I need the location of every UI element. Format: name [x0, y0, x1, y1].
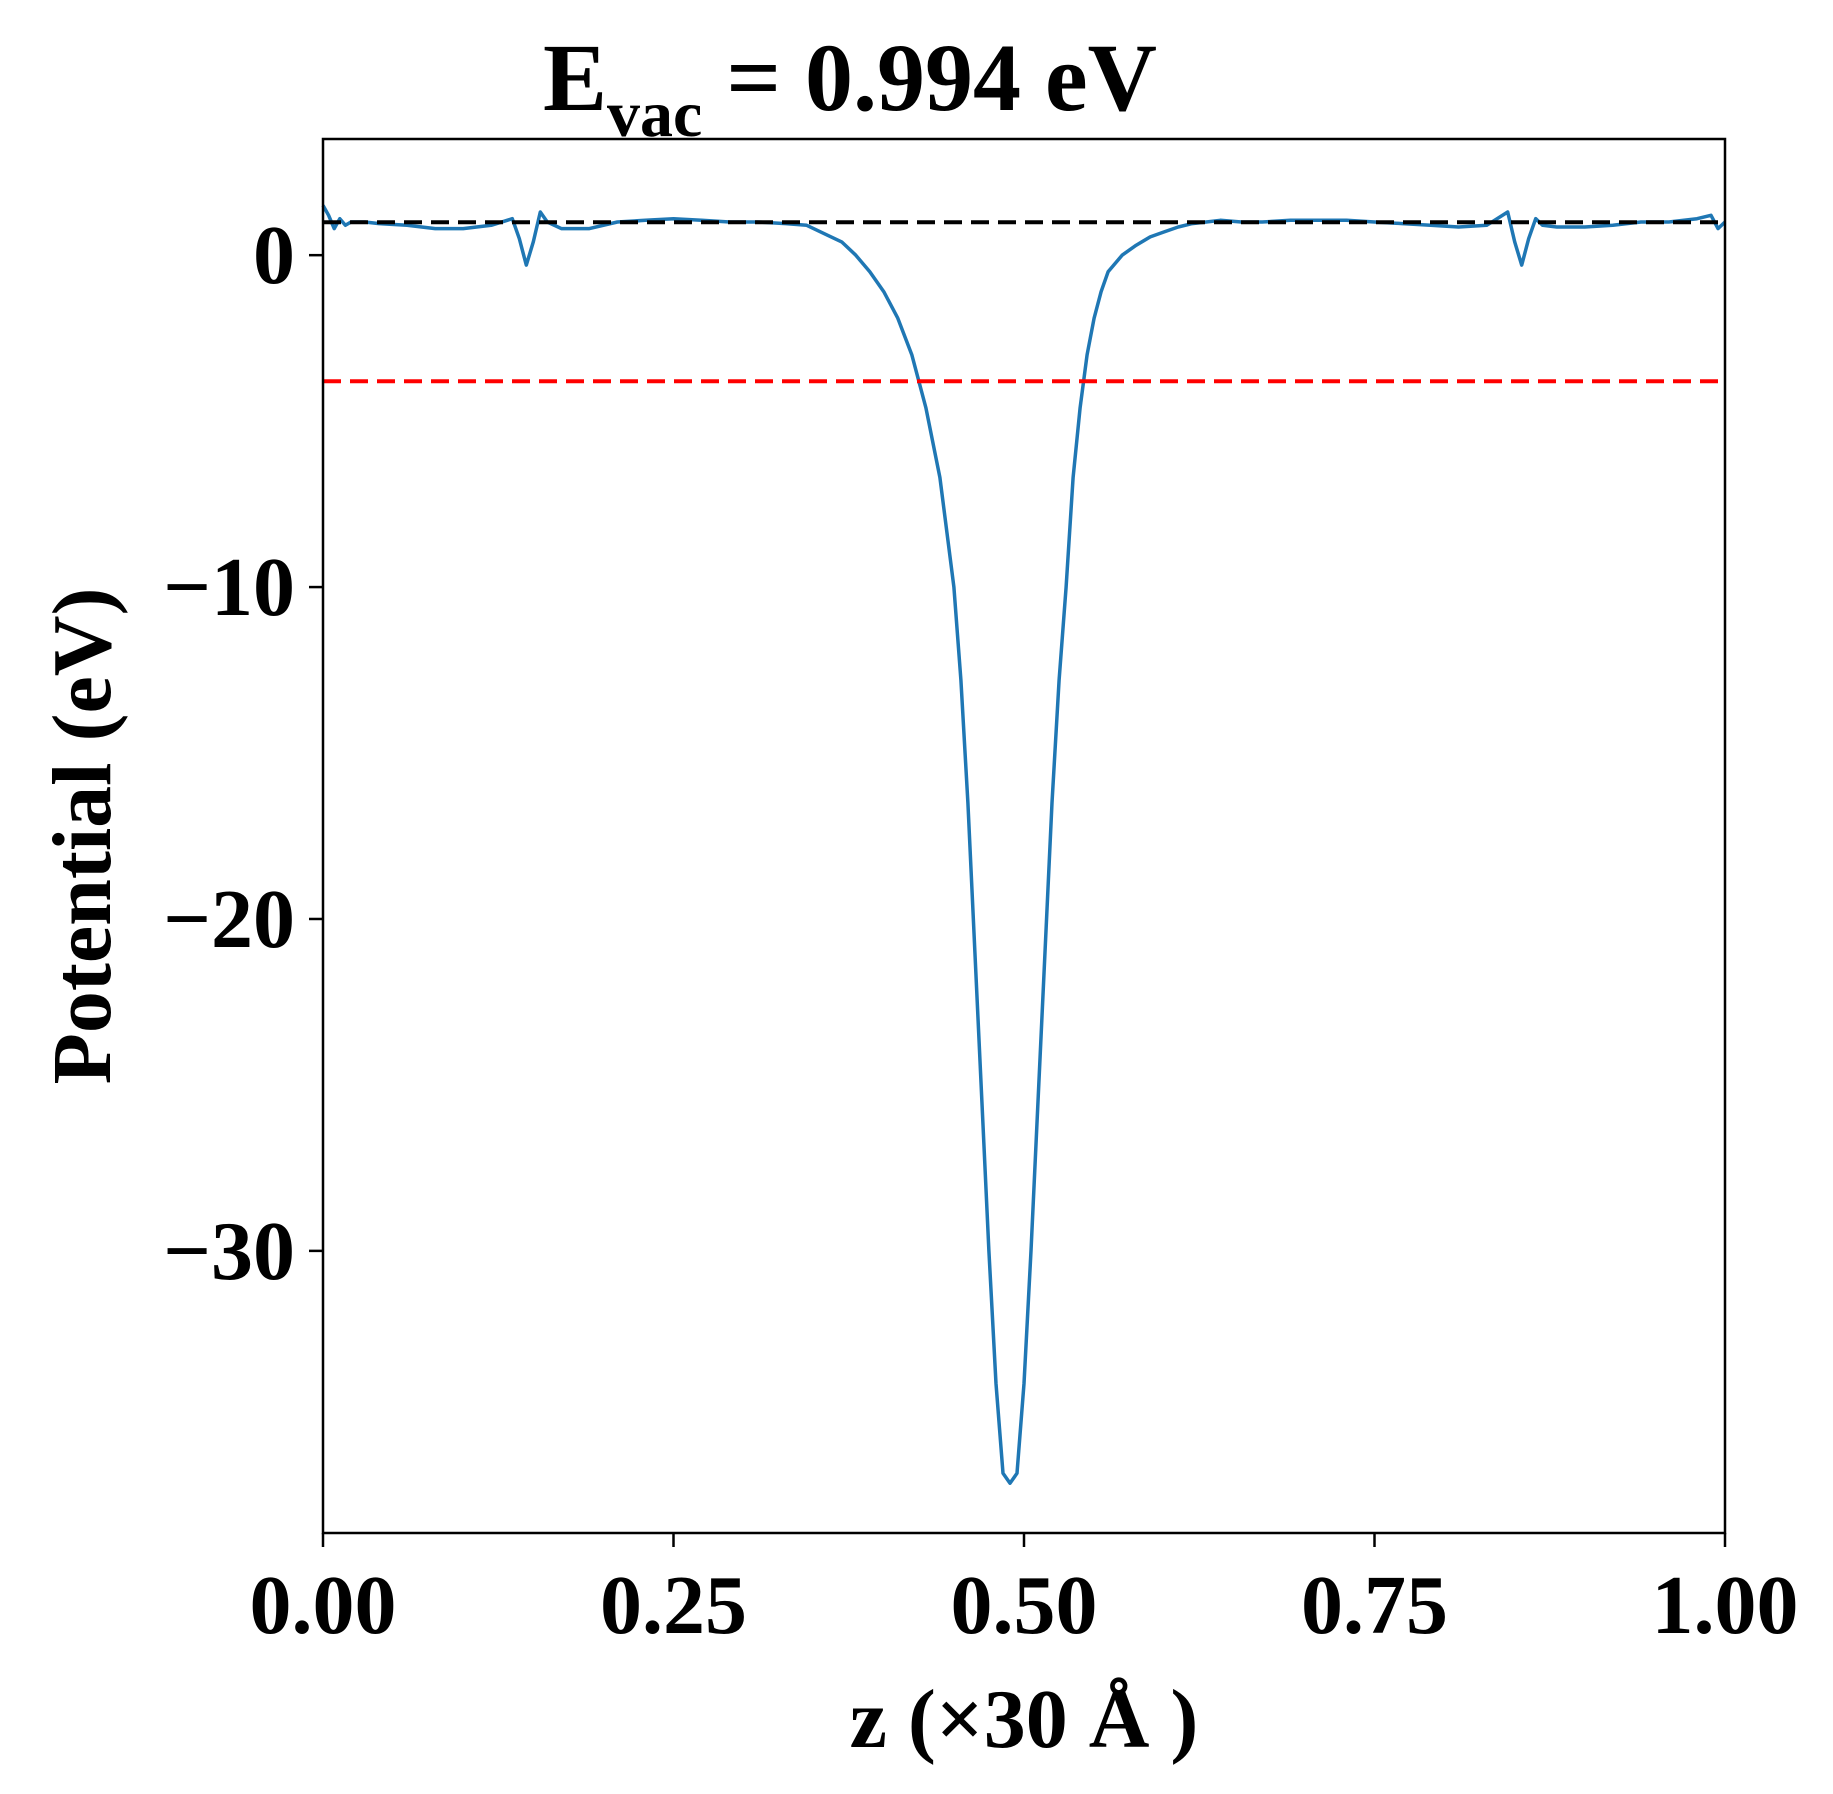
plot-frame: [321, 137, 1727, 1535]
chart-title: Evac = 0.994 eV: [543, 24, 1157, 151]
y-tick-label: −30: [163, 1205, 295, 1298]
chart-title-main: E: [543, 24, 607, 131]
potential-curve: [321, 204, 1727, 1485]
x-tick-label: 1.00: [1652, 1559, 1799, 1652]
y-tick-label: −10: [163, 541, 295, 634]
series-layer: [321, 204, 1727, 1485]
x-axis-label: z (×30 Å ): [850, 1673, 1199, 1766]
y-tick-label: −20: [163, 873, 295, 966]
x-tick-label: 0.50: [951, 1559, 1098, 1652]
y-axis-ticks: 0 −10 −20 −30: [163, 209, 323, 1298]
x-tick-label: 0.75: [1301, 1559, 1448, 1652]
y-axis-label: Potential (eV): [36, 588, 129, 1085]
y-tick-label: 0: [253, 209, 295, 302]
chart-title-rest: = 0.994 eV: [702, 24, 1157, 131]
x-tick-label: 0.00: [250, 1559, 397, 1652]
x-tick-label: 0.25: [600, 1559, 747, 1652]
x-axis-ticks: 0.00 0.25 0.50 0.75 1.00: [250, 1533, 1799, 1652]
